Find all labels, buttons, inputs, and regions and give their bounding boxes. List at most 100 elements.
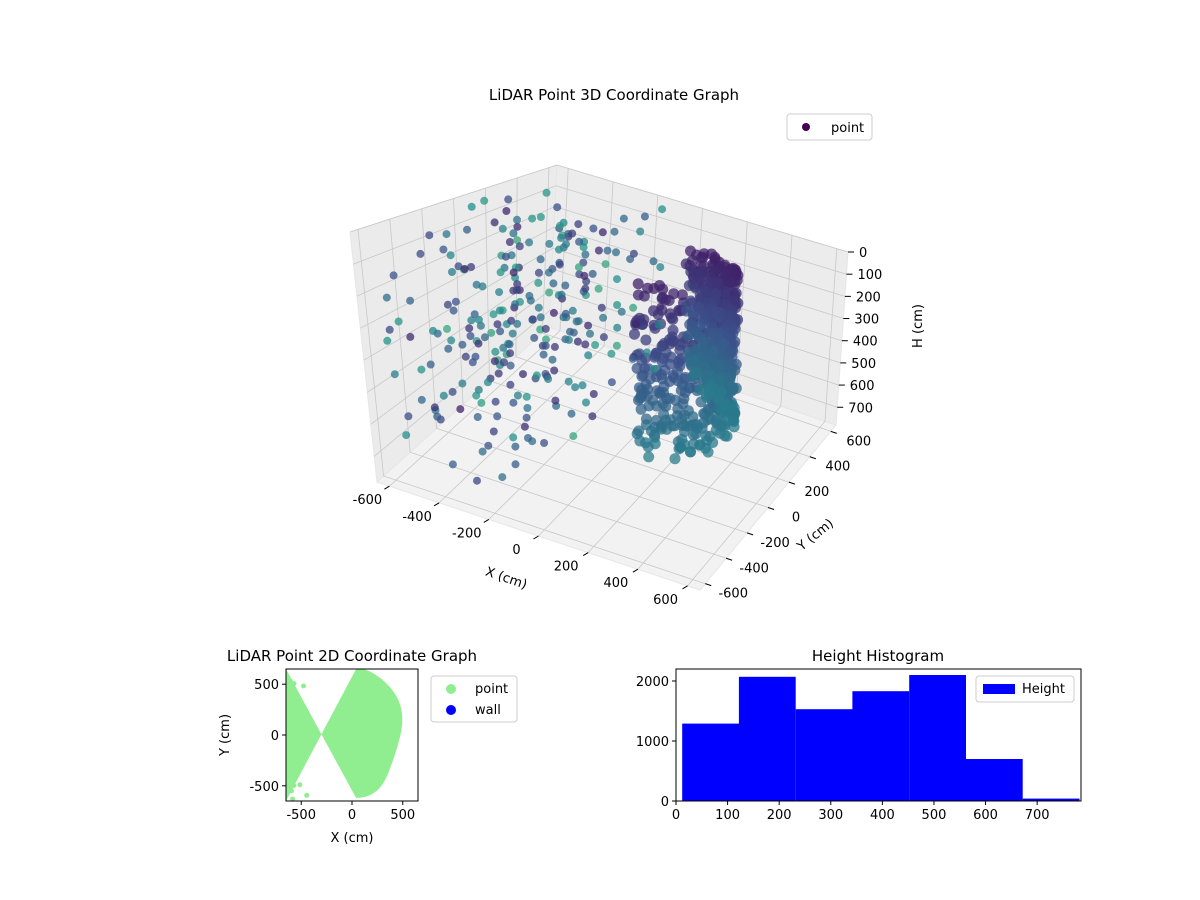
gridline-z xyxy=(349,164,849,253)
point-3d xyxy=(666,420,678,432)
point-3d xyxy=(617,307,626,316)
point-3d xyxy=(406,332,415,341)
point-3d xyxy=(439,391,448,400)
point-3d xyxy=(515,242,524,251)
point-3d xyxy=(676,289,688,301)
gridline-z xyxy=(353,185,847,275)
gridline-y xyxy=(357,229,706,585)
legend-box xyxy=(975,675,1075,703)
tick-label-z: 700 xyxy=(848,401,873,416)
point-3d xyxy=(416,249,425,258)
point-3d xyxy=(561,309,570,318)
tick-label-x: 0 xyxy=(512,543,520,558)
point-3d xyxy=(545,239,554,248)
point-3d xyxy=(678,373,690,385)
point-3d xyxy=(597,303,606,312)
point-3d xyxy=(649,438,661,450)
point-3d xyxy=(578,381,587,390)
chart-3d-panes xyxy=(349,164,849,591)
tick-y xyxy=(830,430,837,434)
point-2d xyxy=(290,728,295,734)
point-3d xyxy=(664,358,676,370)
point-3d xyxy=(718,338,730,350)
point-3d xyxy=(454,262,463,271)
point-3d xyxy=(550,342,559,351)
legend-label-wall: wall xyxy=(475,703,501,718)
point-3d xyxy=(555,260,564,269)
point-3d xyxy=(729,295,741,307)
tick-x xyxy=(582,552,589,557)
point-2d xyxy=(303,751,309,757)
point-2d xyxy=(288,770,294,776)
point-3d xyxy=(575,237,584,246)
point-3d xyxy=(506,349,515,358)
point-3d xyxy=(511,460,520,469)
chart-3d: LiDAR Point 3D Coordinate Graph -600 -400… xyxy=(349,86,926,608)
point-2d xyxy=(287,741,292,747)
tick-label-y: 600 xyxy=(846,434,871,449)
point-3d xyxy=(564,377,573,386)
point-2d xyxy=(303,709,309,715)
tick-label-x: -400 xyxy=(402,510,432,525)
point-3d xyxy=(549,279,558,288)
point-2d xyxy=(290,796,296,802)
chart-2d: LiDAR Point 2D Coordinate Graph -500 0 500… xyxy=(218,647,518,846)
point-3d xyxy=(496,327,505,336)
point-3d xyxy=(541,324,550,333)
tick-label-y: -500 xyxy=(249,780,279,795)
gridline-y xyxy=(421,208,748,534)
gridline-x xyxy=(438,181,614,504)
point-3d xyxy=(504,195,513,204)
point-3d xyxy=(404,412,413,421)
tick-label-x: 300 xyxy=(818,808,843,823)
point-3d xyxy=(584,351,593,360)
legend-label-point: point xyxy=(831,121,864,136)
point-3d xyxy=(725,309,737,321)
chart-2d-ticks: -500 0 500 -500 0 500 xyxy=(249,678,415,823)
point-3d xyxy=(460,265,469,273)
point-3d xyxy=(525,291,534,300)
point-3d xyxy=(607,349,616,358)
point-3d xyxy=(524,434,532,442)
point-2d xyxy=(286,756,292,762)
gridline-z xyxy=(360,226,844,329)
point-3d xyxy=(702,446,714,458)
tick-label-z: 100 xyxy=(857,268,882,283)
tick-y xyxy=(725,557,733,561)
point-3d xyxy=(480,196,489,205)
point-3d xyxy=(553,203,562,212)
legend-label-point: point xyxy=(475,682,508,697)
point-3d xyxy=(574,263,583,272)
point-3d xyxy=(640,212,649,221)
point-3d xyxy=(502,207,511,215)
tick-label-z: 200 xyxy=(856,290,881,305)
point-3d xyxy=(534,303,543,312)
point-3d xyxy=(448,387,457,396)
point-3d xyxy=(525,238,534,247)
gridline-x xyxy=(687,248,838,587)
tick-label-x: -200 xyxy=(452,526,482,541)
tick-label-x: -600 xyxy=(353,493,383,508)
point-3d xyxy=(451,297,460,306)
tick-x xyxy=(433,502,440,507)
point-3d xyxy=(654,320,663,329)
point-3d xyxy=(458,379,467,388)
point-3d xyxy=(591,341,600,349)
point-3d xyxy=(588,269,597,278)
tick-x xyxy=(483,518,490,523)
chart-histogram: Height Histogram 0 100 200 300 400 500 600 7000… xyxy=(636,647,1082,823)
point-2d xyxy=(287,775,292,781)
chart-histogram-frame xyxy=(675,668,1082,802)
gridline-x xyxy=(637,235,793,570)
point-3d xyxy=(444,344,453,353)
point-3d xyxy=(484,441,493,450)
chart-2d-legend: point wall xyxy=(430,675,518,723)
chart-3d-xlabel: X (cm) xyxy=(483,565,529,593)
point-3d xyxy=(513,215,521,224)
point-2d xyxy=(299,723,305,729)
point-3d xyxy=(636,227,645,236)
point-2d xyxy=(296,768,302,774)
point-3d xyxy=(511,300,520,309)
histogram-bar xyxy=(795,709,853,801)
point-3d xyxy=(710,287,722,299)
